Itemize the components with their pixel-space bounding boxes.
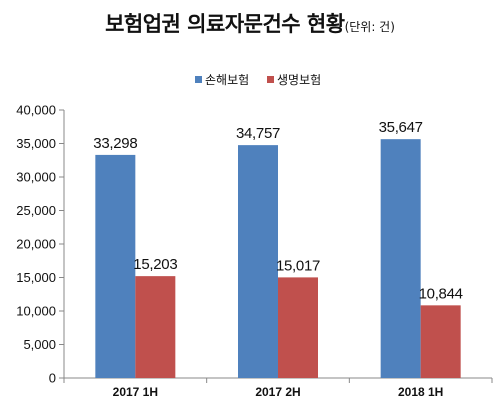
y-tick-label: 20,000 — [16, 237, 56, 252]
data-label: 10,844 — [419, 285, 463, 302]
x-tick-label: 2017 1H — [113, 385, 158, 399]
y-tick-label: 15,000 — [16, 270, 56, 285]
x-tick-label: 2017 2H — [255, 385, 300, 399]
chart-unit: (단위: 건) — [344, 20, 395, 34]
bar — [95, 154, 136, 378]
bar — [278, 277, 318, 378]
legend-swatch — [195, 76, 202, 83]
legend-label: 생명보험 — [277, 73, 321, 87]
y-tick-label: 5,000 — [23, 337, 56, 352]
data-label: 15,017 — [276, 257, 320, 274]
chart-title: 보험업권 의료자문건수 현황(단위: 건) — [0, 8, 500, 38]
y-tick-label: 40,000 — [16, 103, 56, 118]
y-tick-label: 25,000 — [16, 203, 56, 218]
bar — [238, 145, 278, 378]
chart-title-text: 보험업권 의료자문건수 현황 — [105, 12, 345, 36]
data-label: 33,298 — [93, 135, 137, 152]
bar — [135, 276, 176, 378]
y-tick-label: 10,000 — [16, 304, 56, 319]
data-label: 34,757 — [236, 125, 280, 142]
legend-label: 손해보험 — [205, 73, 249, 87]
y-tick-label: 35,000 — [16, 136, 56, 151]
data-label: 15,203 — [133, 256, 177, 273]
legend-swatch — [267, 76, 274, 83]
y-tick-label: 30,000 — [16, 170, 56, 185]
y-tick-label: 0 — [49, 371, 56, 386]
bar — [420, 305, 461, 378]
bar — [380, 139, 421, 378]
x-tick-label: 2018 1H — [398, 385, 443, 399]
data-label: 35,647 — [379, 119, 423, 136]
